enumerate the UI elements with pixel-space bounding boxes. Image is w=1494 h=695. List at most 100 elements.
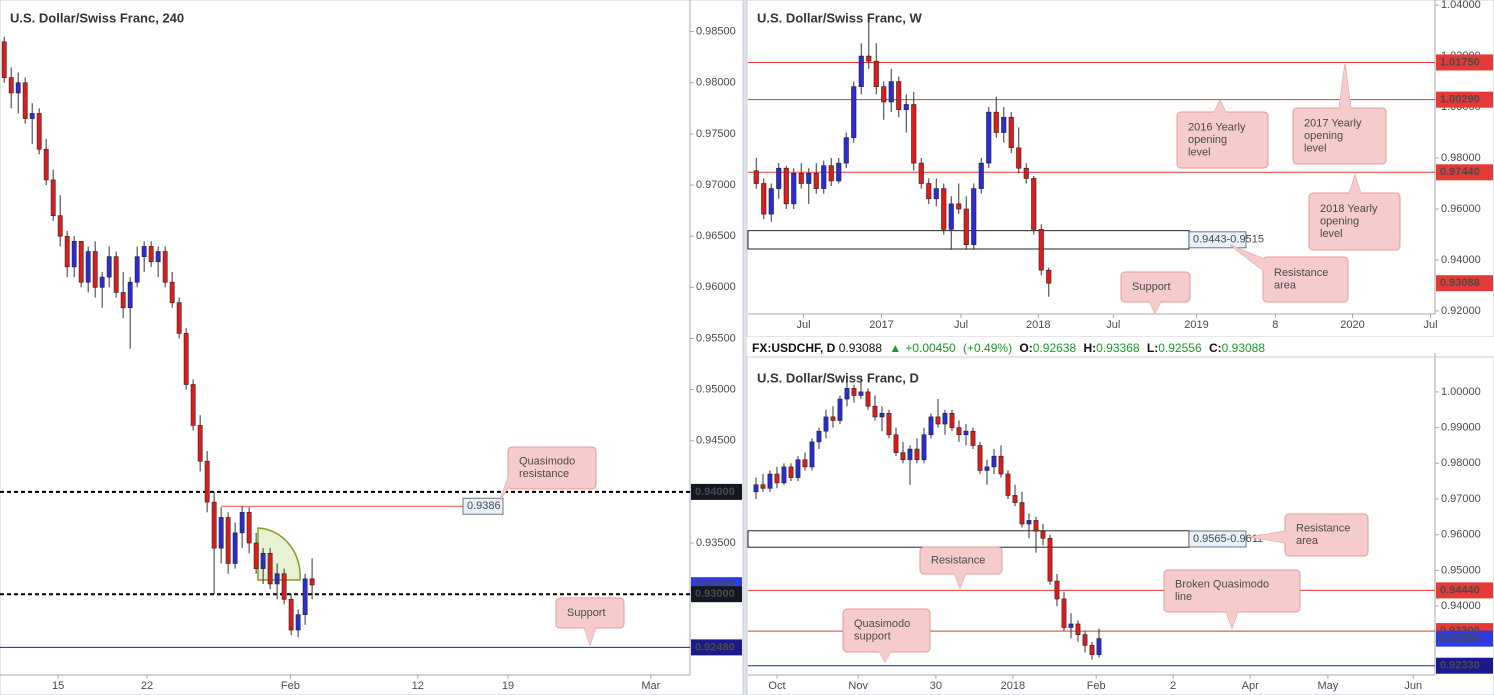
x-tick-label: Jul	[1423, 319, 1437, 331]
candle-body	[218, 517, 224, 549]
callout-pointer-join	[1349, 175, 1361, 194]
candle-body	[935, 416, 941, 425]
price-label: 0.94000	[695, 486, 735, 498]
candle-body	[774, 473, 780, 484]
y-tick-label: 0.95500	[696, 332, 736, 344]
callout-text: 2017 Yearly	[1304, 117, 1362, 129]
candle-body	[22, 82, 28, 119]
candle-body	[1023, 167, 1029, 179]
candle-body	[113, 256, 119, 293]
x-tick-label: Jun	[1404, 680, 1422, 692]
x-tick-label: Oct	[768, 680, 785, 692]
candle-body	[948, 203, 954, 230]
price-label: 0.93088	[1440, 633, 1480, 645]
candle-body	[806, 173, 812, 184]
candle-body	[984, 466, 990, 471]
candle-body	[781, 466, 787, 484]
candle-body	[949, 413, 955, 428]
callout-pointer-join	[954, 573, 966, 588]
candle-body	[760, 484, 766, 489]
x-tick-label: 2019	[1184, 319, 1208, 331]
candle-body	[900, 452, 906, 461]
callout-text: Quasimodo	[519, 456, 575, 468]
callout-pointer-join	[1339, 64, 1351, 109]
callout-text: opening	[1304, 130, 1343, 142]
candle-body	[942, 413, 948, 425]
candle-body	[1005, 473, 1011, 496]
price-label: 0.97440	[1440, 166, 1480, 178]
field-value: 0.92638	[1032, 341, 1077, 355]
candle-body	[92, 251, 98, 288]
candle-body	[1089, 645, 1095, 655]
candle-body	[309, 578, 315, 586]
candle-body	[858, 391, 864, 396]
field-label: C:	[1208, 341, 1222, 355]
x-tick-label: 2017	[869, 319, 893, 331]
candle-body	[963, 430, 969, 436]
candle-body	[85, 251, 91, 283]
callout-text: Resistance	[1296, 523, 1350, 535]
candle-body	[162, 251, 168, 283]
candle-body	[776, 167, 782, 189]
candle-body	[8, 77, 14, 94]
callout-box	[1262, 256, 1349, 303]
candle-body	[837, 398, 843, 421]
callout-text: Quasimodo	[854, 618, 910, 630]
level-tag: 0.9386	[467, 500, 501, 512]
candle-body	[36, 113, 42, 150]
candle-body	[795, 459, 801, 478]
x-tick-label: 2	[1170, 680, 1176, 692]
candle-body	[183, 333, 189, 385]
x-tick-label: 12	[412, 680, 424, 692]
candle-body	[918, 162, 924, 184]
y-tick-label: 0.98000	[1441, 457, 1481, 469]
candle-body	[1040, 530, 1046, 539]
candle-body	[896, 81, 902, 110]
candle-body	[986, 111, 992, 164]
x-tick-label: Jul	[954, 319, 968, 331]
candle-body	[926, 183, 932, 200]
candle-body	[1019, 502, 1025, 525]
candle-body	[211, 501, 217, 549]
candle-body	[1054, 580, 1060, 600]
x-tick-label: 2018	[1026, 319, 1050, 331]
candle-body	[767, 473, 773, 489]
candle-body	[57, 215, 63, 237]
candle-body	[921, 434, 927, 461]
candle-body	[239, 512, 245, 534]
candle-body	[881, 86, 887, 103]
y-tick-label: 0.97000	[696, 179, 736, 191]
callout-text: opening	[1320, 215, 1359, 227]
y-tick-label: 0.94000	[1441, 254, 1481, 266]
x-tick-label: 19	[502, 680, 514, 692]
price-label: 0.93088	[1440, 277, 1480, 289]
candle-body	[977, 445, 983, 471]
candle-body	[879, 413, 885, 418]
candle-body	[43, 148, 49, 181]
price-label-box	[1436, 275, 1493, 292]
candle-body	[1, 41, 7, 78]
candle-body	[1001, 116, 1007, 133]
price: 0.93088	[838, 341, 883, 355]
candle-body	[1046, 269, 1052, 284]
zone-tag: 0.9565-0.9611	[1193, 533, 1263, 545]
x-tick-label: Apr	[1242, 680, 1259, 692]
candle-body	[993, 111, 999, 133]
candle-body	[963, 208, 969, 245]
candle-body	[64, 235, 70, 268]
candle-body	[873, 60, 879, 87]
candle-body	[281, 573, 287, 600]
callout-pointer-join	[1250, 531, 1286, 543]
y-tick-label: 0.93500	[696, 537, 736, 549]
price-label-box	[691, 586, 742, 603]
callout-text: opening	[1188, 134, 1227, 146]
candle-body	[978, 162, 984, 189]
candle-body	[888, 81, 894, 103]
candle-body	[761, 183, 767, 215]
x-tick-label: 15	[52, 680, 64, 692]
price-label-box	[691, 639, 742, 656]
candle-body	[15, 82, 21, 94]
candle-body	[1061, 598, 1067, 628]
y-tick-label: 0.94500	[696, 435, 736, 447]
candle-body	[1038, 229, 1044, 271]
